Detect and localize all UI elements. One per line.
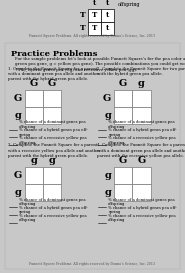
Text: G: G — [103, 94, 111, 103]
Bar — [88, 22, 101, 35]
Text: G: G — [119, 156, 127, 165]
Text: Practice Problems: Practice Problems — [11, 50, 98, 58]
Text: 4. Complete the Punnett Square for a parent
with a dominant green pea allele and: 4. Complete the Punnett Square for a par… — [97, 143, 185, 158]
Text: T: T — [92, 11, 97, 19]
Text: G: G — [14, 171, 22, 180]
Text: g: g — [15, 111, 22, 120]
Text: % chance of a recessive yellow pea
offspring: % chance of a recessive yellow pea offsp… — [108, 213, 176, 222]
Bar — [25, 184, 43, 201]
Text: g: g — [49, 156, 56, 165]
Bar — [114, 107, 132, 124]
Text: 2. Complete the Punnett Square for two parents
with the hybrid green pea allele.: 2. Complete the Punnett Square for two p… — [97, 67, 185, 76]
Text: G: G — [137, 156, 146, 165]
Bar — [43, 90, 61, 107]
Text: % chance of a recessive yellow pea
offspring: % chance of a recessive yellow pea offsp… — [19, 213, 87, 222]
Text: offspring: offspring — [118, 2, 141, 7]
Bar — [43, 107, 61, 124]
Text: % chance of a dominant genes pea
offspring: % chance of a dominant genes pea offspri… — [108, 198, 175, 206]
Bar — [25, 107, 43, 124]
Text: T: T — [80, 11, 86, 19]
Bar — [25, 167, 43, 184]
Text: % chance of a recessive yellow pea
offspring: % chance of a recessive yellow pea offsp… — [108, 136, 176, 145]
Bar — [88, 9, 101, 22]
Text: % chance of a dominant genes pea
offspring: % chance of a dominant genes pea offspri… — [108, 120, 175, 129]
Text: T: T — [80, 24, 86, 32]
Text: G: G — [30, 79, 38, 88]
Text: G: G — [48, 79, 56, 88]
Bar — [101, 9, 114, 22]
Text: % chance of a hybrid genes pea off-
spring: % chance of a hybrid genes pea off- spri… — [19, 206, 88, 214]
Text: G: G — [119, 79, 127, 88]
Text: G: G — [14, 94, 22, 103]
Text: g: g — [104, 171, 111, 180]
Bar — [43, 167, 61, 184]
Text: % chance of a hybrid genes pea off-
spring: % chance of a hybrid genes pea off- spri… — [108, 206, 177, 214]
Text: g: g — [15, 188, 22, 197]
Text: g: g — [31, 156, 37, 165]
Text: For the sample problems let’s look at possible Punnett Square’s for the pea colo: For the sample problems let’s look at po… — [15, 57, 185, 72]
Bar — [114, 90, 132, 107]
Text: Punnett Square Problems  All rights reserved by Donna’s Science, Inc. 2013: Punnett Square Problems All rights reser… — [29, 262, 155, 266]
Text: % chance of a hybrid genes pea off-
spring: % chance of a hybrid genes pea off- spri… — [19, 128, 88, 137]
Text: t: t — [93, 0, 96, 7]
Text: % chance of a dominant genes pea
offspring: % chance of a dominant genes pea offspri… — [19, 198, 86, 206]
Text: g: g — [104, 188, 111, 197]
Bar — [132, 90, 151, 107]
Bar — [132, 167, 151, 184]
Bar — [101, 22, 114, 35]
Text: T: T — [92, 24, 97, 32]
Text: t: t — [106, 24, 109, 32]
Bar — [43, 184, 61, 201]
Text: % chance of a hybrid genes pea off-
spring: % chance of a hybrid genes pea off- spri… — [108, 128, 177, 137]
Text: g: g — [104, 111, 111, 120]
Text: % chance of a dominant genes pea
offspring: % chance of a dominant genes pea offspri… — [19, 120, 86, 129]
Bar — [132, 107, 151, 124]
Bar — [114, 167, 132, 184]
Text: t: t — [106, 0, 109, 7]
Text: Punnett Square Problems  All rights reserved by Donna’s Science, Inc. 2013: Punnett Square Problems All rights reser… — [29, 34, 155, 38]
Text: 1. Complete the Punnett Square for a parent
with a dominant green pea allele and: 1. Complete the Punnett Square for a par… — [8, 67, 99, 82]
Text: t: t — [106, 11, 109, 19]
Bar — [132, 184, 151, 201]
Text: g: g — [138, 79, 145, 88]
Text: % chance of a recessive yellow pea
offspring: % chance of a recessive yellow pea offsp… — [19, 136, 87, 145]
Text: 3. Complete the Punnett Square for a parent
with a recessive yellow pea allele a: 3. Complete the Punnett Square for a par… — [8, 143, 100, 158]
Bar — [25, 90, 43, 107]
Bar — [114, 184, 132, 201]
